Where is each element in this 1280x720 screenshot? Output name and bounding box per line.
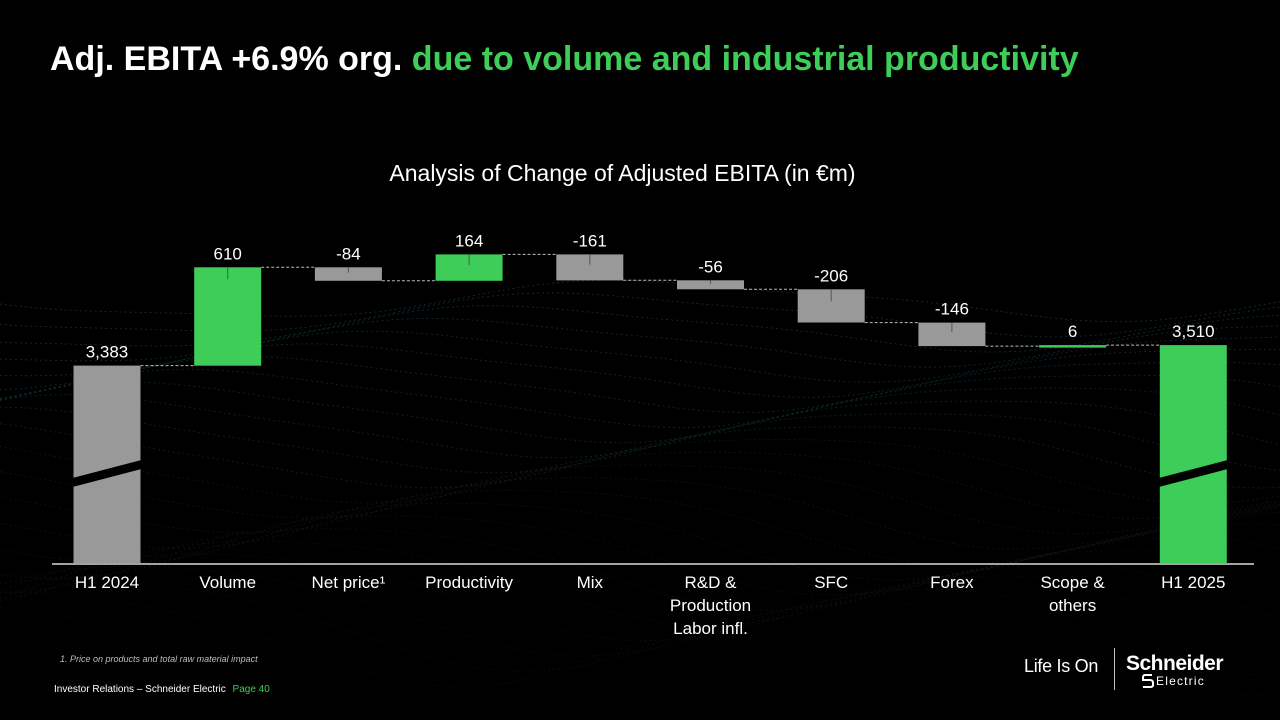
category-label: others [1049,596,1096,615]
bar-r-d-production-labor-infl [677,280,744,290]
schneider-logo-sub: Electric [1156,674,1205,688]
bar-volume [194,267,262,366]
footnote: 1. Price on products and total raw mater… [60,654,258,664]
bar-h1-2025 [1159,345,1227,563]
value-label: 164 [455,231,483,250]
category-label: H1 2024 [75,573,139,592]
wave-line [0,368,1280,429]
wave-line [0,549,1280,642]
wave-line [0,279,1280,323]
footer-left: Investor Relations – Schneider Electric … [54,684,270,695]
wave-line [0,439,1280,504]
value-label: 610 [214,244,242,263]
wave-line [0,477,1280,550]
value-label: 6 [1068,322,1077,341]
category-label: Forex [930,573,974,592]
category-label: Net price¹ [312,573,386,592]
wave-line [0,464,1280,535]
wave-line [0,423,1280,489]
wave-line [0,575,1280,672]
category-label: Scope & [1040,573,1105,592]
headline-highlight: due to volume and industrial productivit… [411,40,1079,78]
bar-net-price [314,267,382,281]
wave-line [0,502,1280,581]
brand-block: Life Is On Schneider Electric [1022,648,1252,692]
value-label: -206 [814,266,848,285]
wave-line [0,536,1280,627]
category-label: Productivity [425,573,513,592]
value-label: -84 [336,244,361,263]
schneider-logo-icon [1142,674,1154,688]
value-label: -56 [698,257,723,276]
wave-line [0,381,1280,444]
value-label: -146 [935,300,969,319]
chart-title: Analysis of Change of Adjusted EBITA (in… [389,160,856,186]
wave-line [0,601,1280,703]
footer-source: Investor Relations – Schneider Electric [54,684,226,695]
category-label: SFC [814,573,848,592]
page-number: Page 40 [232,684,270,695]
category-label: Labor infl. [673,619,748,638]
wave-line [0,451,1280,520]
value-label: -161 [573,231,607,250]
wave-line [0,292,1280,338]
wave-line [0,394,1280,459]
life-is-on-tagline: Life Is On [1024,656,1099,676]
wave-line [0,511,1280,596]
category-label: R&D & [685,573,738,592]
value-label: 3,383 [86,343,129,362]
headline-main: Adj. EBITA +6.9% org. [50,40,403,78]
schneider-logo-word: Schneider [1126,652,1224,675]
slide-headline: Adj. EBITA +6.9% org. due to volume and … [50,40,1079,79]
category-label: Mix [577,573,604,592]
axis-break-mark [72,460,142,487]
bar-forex [918,322,986,347]
bar-scope-others [1039,345,1107,348]
wave-line [0,562,1280,657]
axis-break-mark [1158,460,1228,487]
category-label: Production [670,596,751,615]
wave-line [0,406,1280,474]
category-label: H1 2025 [1161,573,1225,592]
brand-divider [1114,648,1115,690]
value-label: 3,510 [1172,322,1215,341]
category-label: Volume [199,573,256,592]
wave-line [0,490,1280,565]
wave-line [0,588,1280,688]
